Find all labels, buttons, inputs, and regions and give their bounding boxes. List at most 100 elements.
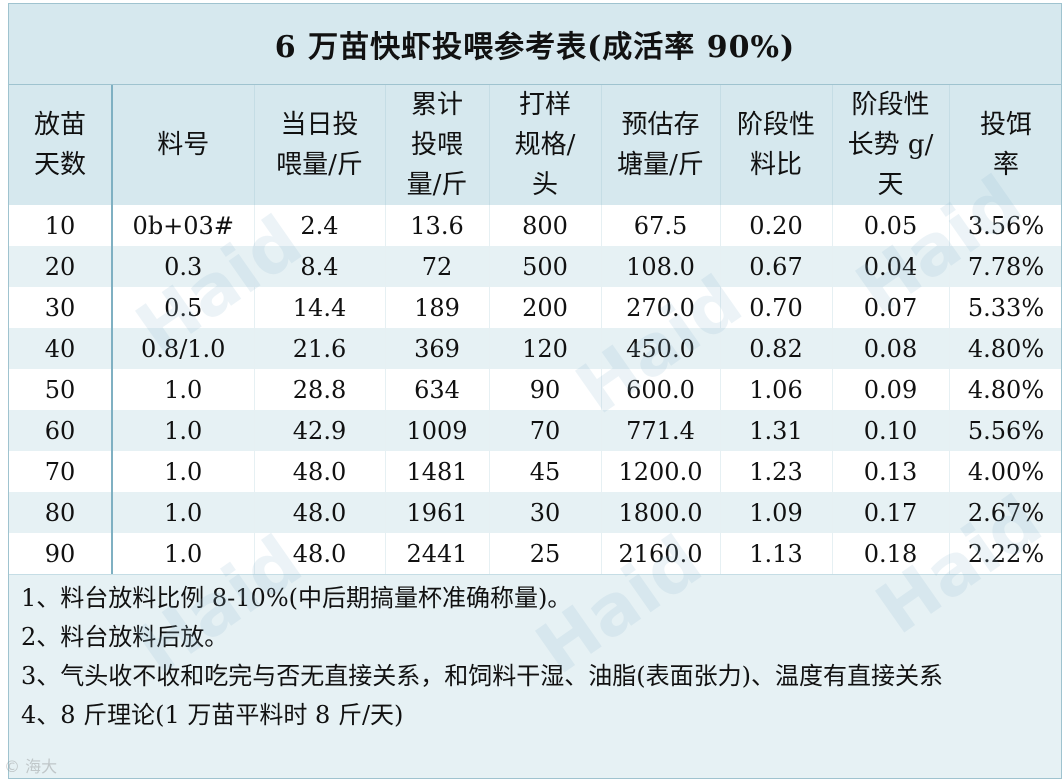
table-row: 50 1.0 28.8 634 90 600.0 1.06 0.09 4.80%: [9, 369, 1061, 410]
table-cell: 1481: [385, 451, 490, 492]
table-cell: 10: [9, 205, 113, 246]
table-row: 40 0.8/1.0 21.6 369 120 450.0 0.82 0.08 4.80%: [9, 328, 1061, 369]
table-cell: 1961: [385, 492, 490, 533]
table-cell: 0.10: [832, 410, 950, 451]
table-cell: 3.56%: [949, 205, 1061, 246]
table-cell: 0.09: [832, 369, 950, 410]
table-cell: 48.0: [254, 533, 386, 574]
column-header: 阶段性 料比: [720, 85, 833, 205]
column-header: 投饵率: [949, 85, 1061, 205]
column-header: 放苗 天数: [9, 85, 113, 205]
note-line: 3、气头收不收和吃完与否无直接关系，和饲料干湿、油脂(表面张力)、温度有直接关系: [21, 662, 943, 690]
table-cell: 2.67%: [949, 492, 1061, 533]
feeding-table: 放苗 天数 料号 当日投 喂量/斤 累计 投喂 量/斤 打样 规格/头预估存 塘量/斤 阶段性 料比 阶段…: [9, 85, 1061, 574]
table-cell: 2160.0: [601, 533, 721, 574]
table-cell: 5.56%: [949, 410, 1061, 451]
column-header: 预估存 塘量/斤: [601, 85, 721, 205]
table-cell: 1.23: [720, 451, 833, 492]
table-cell: 1.0: [112, 492, 255, 533]
table-row: 90 1.0 48.0 2441 25 2160.0 1.13 0.18 2.22%: [9, 533, 1061, 574]
table-cell: 4.80%: [949, 369, 1061, 410]
table-cell: 40: [9, 328, 113, 369]
table-cell: 200: [489, 287, 602, 328]
table-cell: 30: [9, 287, 113, 328]
table-cell: 1800.0: [601, 492, 721, 533]
table-cell: 48.0: [254, 451, 386, 492]
table-cell: 634: [385, 369, 490, 410]
table-cell: 0.70: [720, 287, 833, 328]
table-cell: 450.0: [601, 328, 721, 369]
table-cell: 48.0: [254, 492, 386, 533]
table-cell: 20: [9, 246, 113, 287]
table-cell: 1200.0: [601, 451, 721, 492]
table-cell: 14.4: [254, 287, 386, 328]
table-cell: 2.22%: [949, 533, 1061, 574]
table-cell: 0.18: [832, 533, 950, 574]
table-cell: 0.82: [720, 328, 833, 369]
table-cell: 5.33%: [949, 287, 1061, 328]
table-cell: 2.4: [254, 205, 386, 246]
table-cell: 90: [9, 533, 113, 574]
table-cell: 0.67: [720, 246, 833, 287]
table-cell: 0.13: [832, 451, 950, 492]
table-cell: 1.0: [112, 451, 255, 492]
table-cell: 0.04: [832, 246, 950, 287]
table-body: 10 0b+03# 2.4 13.6 800 67.5 0.20 0.05 3.56% 20 0.3…: [9, 205, 1061, 574]
column-header: 打样 规格/头: [489, 85, 602, 205]
table-row: 80 1.0 48.0 1961 30 1800.0 1.09 0.17 2.67%: [9, 492, 1061, 533]
table-cell: 72: [385, 246, 490, 287]
table-cell: 0.05: [832, 205, 950, 246]
table-row: 60 1.0 42.9 1009 70 771.4 1.31 0.10 5.56%: [9, 410, 1061, 451]
table-cell: 30: [489, 492, 602, 533]
note-line: 2、料台放料后放。: [21, 623, 229, 651]
table-cell: 0.20: [720, 205, 833, 246]
table-cell: 0.07: [832, 287, 950, 328]
table-cell: 70: [489, 410, 602, 451]
table-cell: 0.3: [112, 246, 255, 287]
corner-watermark: © 海大: [4, 757, 58, 776]
table-cell: 108.0: [601, 246, 721, 287]
table-cell: 8.4: [254, 246, 386, 287]
column-header: 阶段性 长势 g/天: [832, 85, 950, 205]
notes-section: 1、料台放料比例 8-10%(中后期搞量杯准确称量)。 2、料台放料后放。 3、气头…: [9, 574, 1061, 778]
note-line: 4、8 斤理论(1 万苗平料时 8 斤/天): [21, 701, 404, 729]
note-line: 1、料台放料比例 8-10%(中后期搞量杯准确称量)。: [21, 584, 572, 612]
column-header: 累计 投喂 量/斤: [385, 85, 490, 205]
table-cell: 1.0: [112, 410, 255, 451]
table-cell: 0.17: [832, 492, 950, 533]
table-cell: 0.08: [832, 328, 950, 369]
table-cell: 771.4: [601, 410, 721, 451]
table-cell: 1.13: [720, 533, 833, 574]
table-cell: 369: [385, 328, 490, 369]
table-row: 10 0b+03# 2.4 13.6 800 67.5 0.20 0.05 3.56%: [9, 205, 1061, 246]
table-cell: 67.5: [601, 205, 721, 246]
table-cell: 0b+03#: [112, 205, 255, 246]
table-row: 70 1.0 48.0 1481 45 1200.0 1.23 0.13 4.00%: [9, 451, 1061, 492]
table-cell: 13.6: [385, 205, 490, 246]
table-cell: 90: [489, 369, 602, 410]
table-cell: 2441: [385, 533, 490, 574]
table-cell: 4.80%: [949, 328, 1061, 369]
column-header: 料号: [112, 85, 255, 205]
table-row: 20 0.3 8.4 72 500 108.0 0.67 0.04 7.78%: [9, 246, 1061, 287]
table-cell: 28.8: [254, 369, 386, 410]
table-cell: 1009: [385, 410, 490, 451]
table-cell: 800: [489, 205, 602, 246]
table-cell: 70: [9, 451, 113, 492]
feeding-reference-sheet: 6 万苗快虾投喂参考表(成活率 90%) 放苗 天数 料号 当日投 喂量/斤 累计 投喂 量/…: [8, 3, 1062, 779]
table-cell: 4.00%: [949, 451, 1061, 492]
table-cell: 1.06: [720, 369, 833, 410]
table-cell: 1.0: [112, 369, 255, 410]
table-cell: 50: [9, 369, 113, 410]
table-cell: 0.8/1.0: [112, 328, 255, 369]
table-cell: 120: [489, 328, 602, 369]
header-row: 放苗 天数 料号 当日投 喂量/斤 累计 投喂 量/斤 打样 规格/头预估存 塘量/斤 阶段性 料比 阶段…: [9, 85, 1061, 205]
table-cell: 80: [9, 492, 113, 533]
table-cell: 42.9: [254, 410, 386, 451]
table-cell: 1.0: [112, 533, 255, 574]
table-cell: 600.0: [601, 369, 721, 410]
table-row: 30 0.5 14.4 189 200 270.0 0.70 0.07 5.33%: [9, 287, 1061, 328]
table-cell: 60: [9, 410, 113, 451]
table-cell: 7.78%: [949, 246, 1061, 287]
table-cell: 45: [489, 451, 602, 492]
